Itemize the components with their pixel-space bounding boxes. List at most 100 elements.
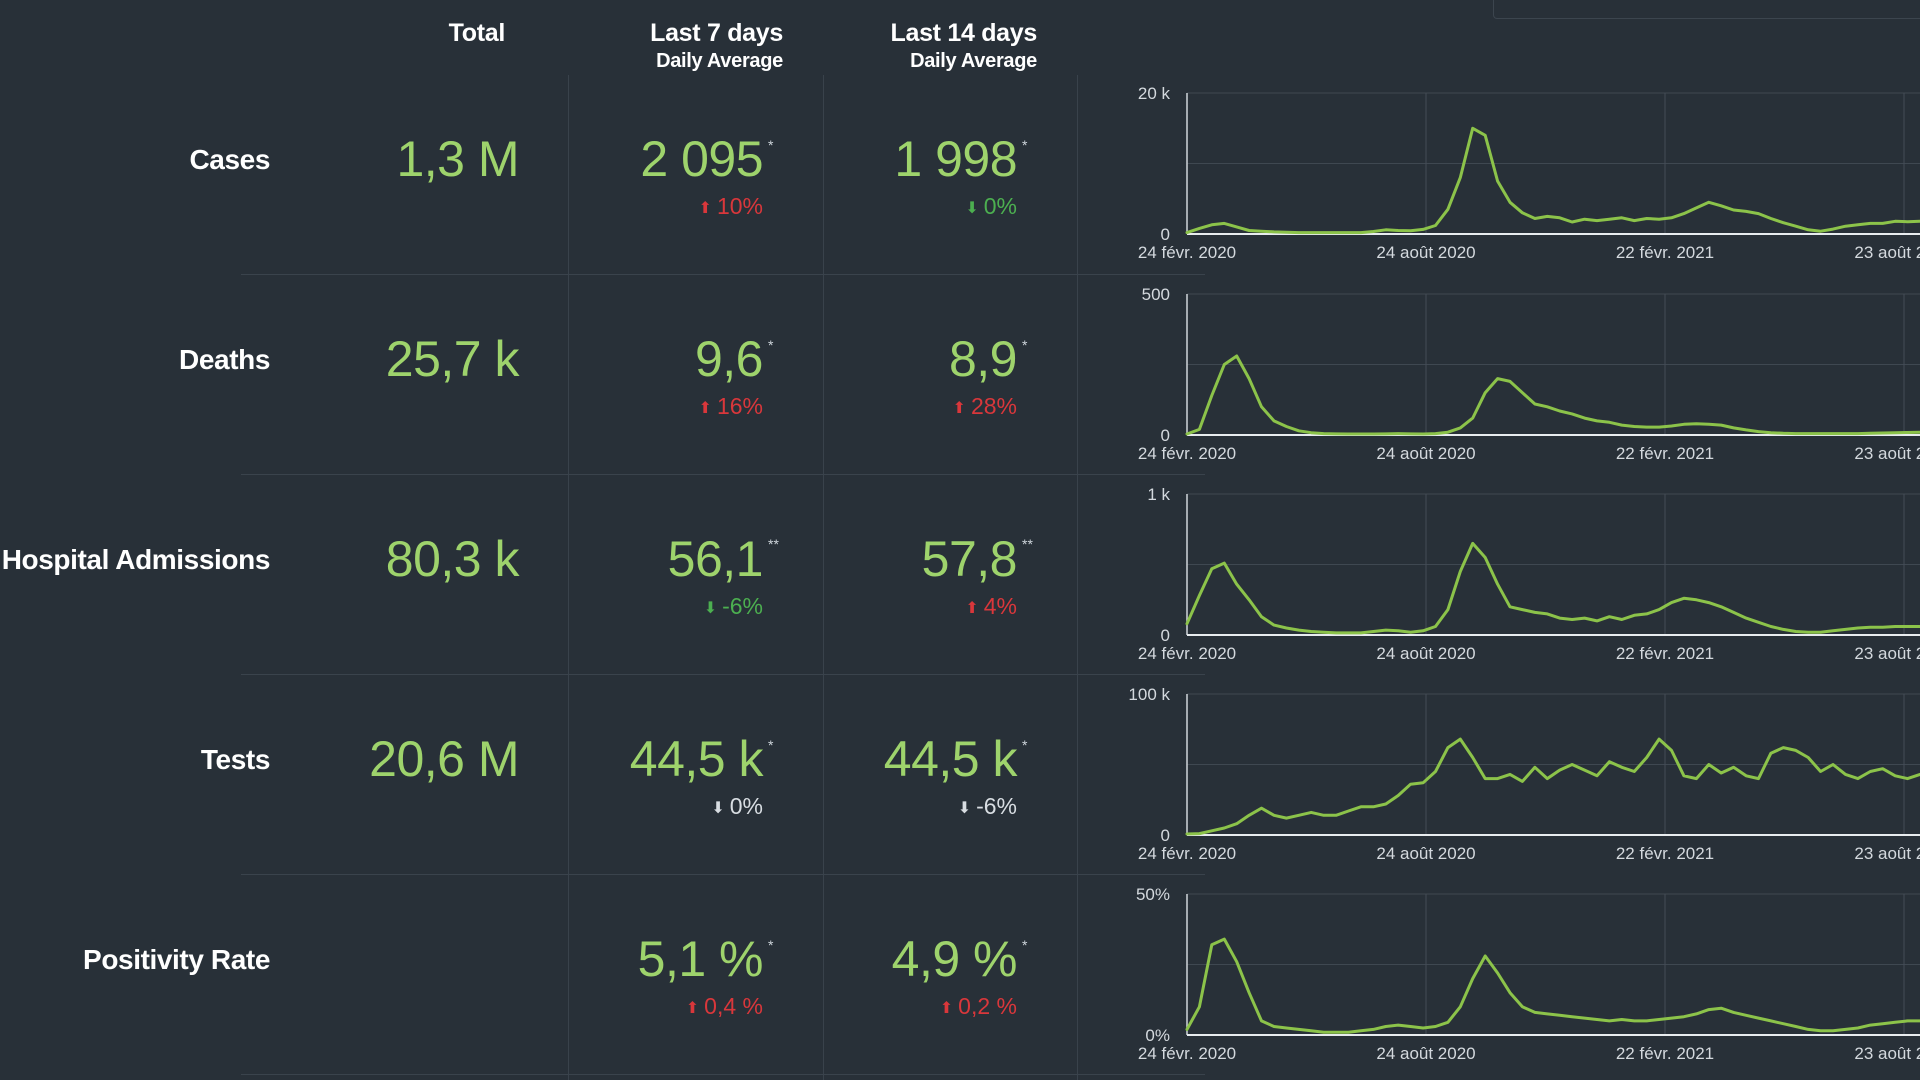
chart-y-tick-label: 50%: [1136, 885, 1170, 904]
avg7-change-value: -6%: [722, 593, 763, 619]
header-last14: Last 14 days Daily Average: [891, 18, 1038, 74]
arrow-up-icon: ⬆: [952, 400, 966, 417]
chart-y-tick-label: 20 k: [1138, 84, 1171, 103]
chart-x-tick-label: 22 févr. 2021: [1616, 844, 1714, 863]
chart-x-tick-label: 24 août 2020: [1376, 444, 1475, 463]
avg14-change-value: 0,2 %: [958, 993, 1017, 1019]
chart-x-tick-label: 24 août 2020: [1376, 644, 1475, 663]
chart-x-tick-label: 24 août 2020: [1376, 243, 1475, 262]
chart-x-tick-label: 24 août 2020: [1376, 844, 1475, 863]
row-divider: [241, 274, 1205, 275]
chart-x-tick-label: 24 févr. 2020: [1138, 1044, 1236, 1063]
header-total-label: Total: [448, 19, 506, 47]
chart-x-tick-label: 22 févr. 2021: [1616, 444, 1714, 463]
chart-y-tick-label: 1 k: [1147, 485, 1170, 504]
avg7-change-value: 0,4 %: [704, 993, 763, 1019]
chart-x-tick-label: 24 févr. 2020: [1138, 243, 1236, 262]
chart-x-tick-label: 23 août 2021: [1854, 444, 1920, 463]
chart-y-tick-label: 0: [1161, 426, 1170, 445]
avg14-change-cases: ⬇ 0%: [965, 193, 1017, 220]
row-label-deaths: Deaths: [179, 344, 270, 375]
chart-x-tick-label: 22 févr. 2021: [1616, 1044, 1714, 1063]
arrow-up-icon: ⬆: [698, 200, 712, 217]
total-value-deaths: 25,7 k: [385, 331, 520, 387]
chart-y-tick-label: 0: [1161, 225, 1170, 244]
filter-panel-edge: [1493, 0, 1920, 19]
chart-x-tick-label: 22 févr. 2021: [1616, 644, 1714, 663]
avg14-footnote-mark: **: [1022, 536, 1033, 552]
avg7-change-positivity: ⬆ 0,4 %: [686, 993, 763, 1020]
header-last14-label: Last 14 days: [890, 19, 1038, 47]
avg14-change-value: 28%: [970, 393, 1017, 419]
avg7-value-tests: 44,5 k: [629, 731, 764, 787]
avg7-footnote-mark: *: [768, 137, 774, 153]
avg14-change-value: -6%: [976, 793, 1017, 819]
avg7-value-deaths: 9,6: [694, 331, 764, 387]
avg14-value-deaths: 8,9: [948, 331, 1018, 387]
total-value-cases: 1,3 M: [396, 131, 519, 187]
avg14-change-deaths: ⬆ 28%: [953, 393, 1017, 420]
arrow-down-icon: ⬇: [965, 200, 979, 217]
row-divider: [241, 874, 1205, 875]
chart-y-tick-label: 0%: [1145, 1026, 1170, 1045]
chart-x-tick-label: 24 févr. 2020: [1138, 844, 1236, 863]
column-divider: [568, 75, 569, 1080]
arrow-up-icon: ⬆: [939, 1000, 954, 1017]
row-divider: [241, 1074, 1205, 1075]
column-divider: [823, 75, 824, 1080]
row-label-tests: Tests: [200, 744, 270, 775]
row-label-hospital-admissions: Hospital Admissions: [1, 544, 271, 575]
avg7-value-cases: 2 095: [640, 131, 763, 187]
chart-series-line: [1185, 937, 1920, 1034]
chart-series-line: [1185, 126, 1920, 235]
avg7-change-deaths: ⬆ 16%: [699, 393, 763, 420]
chart-x-tick-label: 23 août 2021: [1854, 644, 1920, 663]
chart-series-line: [1185, 737, 1920, 836]
chart-series-line: [1185, 354, 1920, 436]
avg14-change-tests: ⬇ -6%: [958, 793, 1017, 820]
avg14-value-hospital: 57,8: [921, 531, 1018, 587]
chart-y-tick-label: 100 k: [1128, 685, 1170, 704]
header-last7-sub: Daily Average: [656, 50, 783, 72]
avg7-footnote-mark: **: [768, 536, 779, 552]
avg7-change-value: 0%: [729, 793, 763, 819]
row-divider: [241, 474, 1205, 475]
row-label-positivity-rate: Positivity Rate: [83, 944, 270, 975]
header-total: Total: [448, 18, 506, 48]
chart-x-tick-label: 24 févr. 2020: [1138, 444, 1236, 463]
chart-x-tick-label: 23 août 2021: [1854, 844, 1920, 863]
arrow-down-icon: ⬇: [703, 600, 718, 617]
avg7-footnote-mark: *: [768, 937, 774, 953]
chart-x-tick-label: 24 août 2020: [1376, 1044, 1475, 1063]
header-last7-label: Last 7 days: [650, 19, 783, 47]
avg7-value-hospital: 56,1: [667, 531, 764, 587]
avg7-footnote-mark: *: [768, 737, 774, 753]
avg7-change-hospital: ⬇ -6%: [704, 593, 763, 620]
column-divider: [1077, 75, 1078, 1080]
arrow-up-icon: ⬆: [698, 400, 712, 417]
avg14-change-positivity: ⬆ 0,2 %: [940, 993, 1017, 1020]
arrow-up-icon: ⬆: [965, 600, 979, 617]
chart-x-tick-label: 22 févr. 2021: [1616, 243, 1714, 262]
header-last14-sub: Daily Average: [910, 50, 1037, 72]
avg14-change-value: 4%: [983, 593, 1017, 619]
total-value-tests: 20,6 M: [369, 731, 519, 787]
avg14-footnote-mark: *: [1022, 937, 1028, 953]
avg14-value-tests: 44,5 k: [883, 731, 1018, 787]
total-value-hospital: 80,3 k: [385, 531, 520, 587]
arrow-up-icon: ⬆: [685, 1000, 700, 1017]
arrow-down-icon: ⬇: [957, 800, 972, 817]
avg7-change-value: 16%: [716, 393, 763, 419]
avg14-change-value: 0%: [983, 193, 1017, 219]
row-divider: [241, 674, 1205, 675]
avg7-footnote-mark: *: [768, 337, 774, 353]
arrow-down-icon: ⬇: [711, 800, 725, 817]
avg7-change-cases: ⬆ 10%: [699, 193, 763, 220]
chart-y-tick-label: 0: [1161, 626, 1170, 645]
avg14-footnote-mark: *: [1022, 137, 1028, 153]
row-label-cases: Cases: [189, 144, 270, 175]
avg7-change-tests: ⬇ 0%: [711, 793, 763, 820]
avg14-footnote-mark: *: [1022, 737, 1028, 753]
chart-x-tick-label: 23 août 2021: [1854, 243, 1920, 262]
